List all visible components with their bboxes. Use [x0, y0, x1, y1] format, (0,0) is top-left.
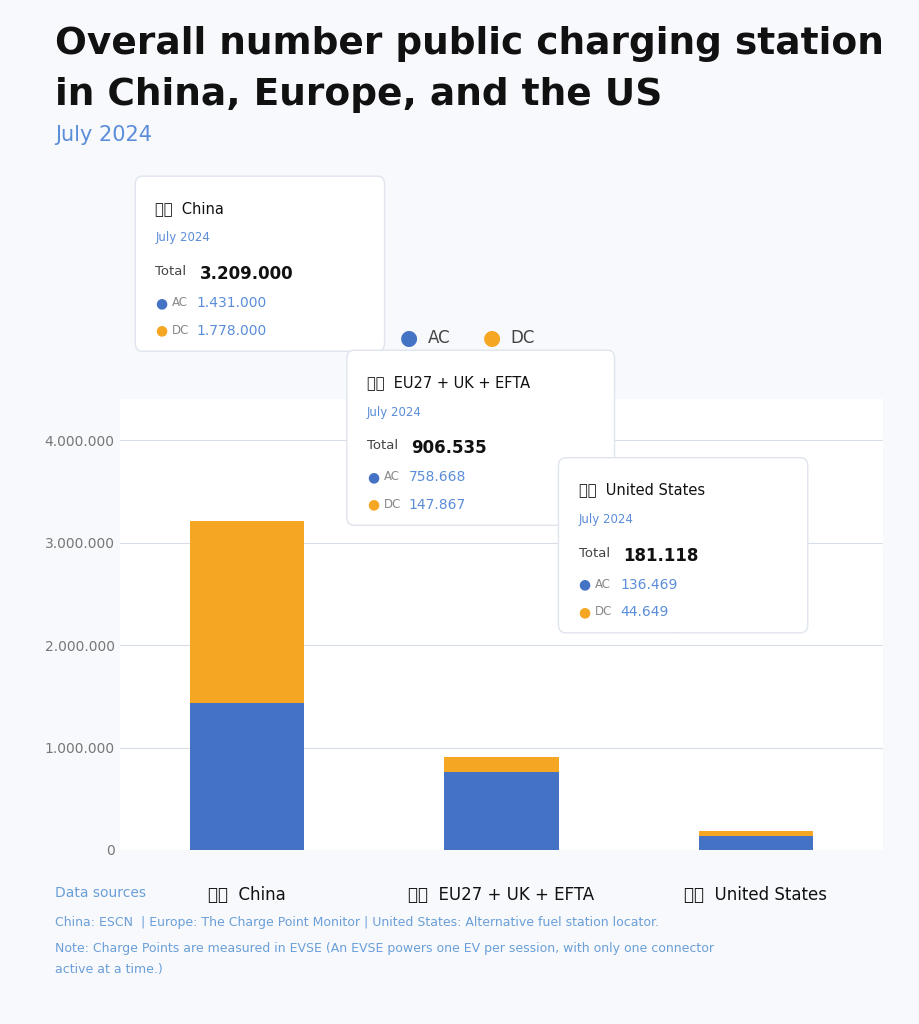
- Text: Data sources: Data sources: [55, 886, 146, 900]
- Text: EV: EV: [609, 602, 650, 630]
- Text: ●: ●: [367, 498, 379, 512]
- Text: DC: DC: [383, 498, 401, 511]
- Bar: [189, 703, 304, 850]
- Text: AC: AC: [595, 578, 610, 591]
- Text: AC: AC: [427, 329, 450, 347]
- Text: 181.118: 181.118: [622, 547, 698, 565]
- Text: active at a time.): active at a time.): [55, 963, 163, 976]
- Text: Overall number public charging station: Overall number public charging station: [55, 26, 883, 61]
- Text: Note: Charge Points are measured in EVSE (An EVSE powers one EV per session, wit: Note: Charge Points are measured in EVSE…: [55, 942, 713, 955]
- Text: DC: DC: [172, 324, 189, 337]
- Text: DC: DC: [595, 605, 612, 618]
- Text: AC: AC: [172, 296, 187, 309]
- Text: 🇪🇺  EU27 + UK + EFTA: 🇪🇺 EU27 + UK + EFTA: [367, 375, 529, 390]
- Text: 🇨🇳  China: 🇨🇳 China: [208, 886, 286, 904]
- Text: DC: DC: [510, 329, 534, 347]
- Bar: [189, 521, 304, 703]
- Text: 758.668: 758.668: [408, 470, 465, 484]
- Text: ●: ●: [155, 296, 167, 310]
- Text: Total: Total: [367, 439, 402, 453]
- Text: 44.649: 44.649: [619, 605, 668, 620]
- Text: 🇨🇳  China: 🇨🇳 China: [155, 201, 224, 216]
- Text: 🇪🇺  EU27 + UK + EFTA: 🇪🇺 EU27 + UK + EFTA: [408, 886, 594, 904]
- Bar: [698, 831, 812, 836]
- Text: 1.431.000: 1.431.000: [197, 296, 267, 310]
- Text: Markets: Markets: [651, 601, 700, 614]
- Text: 🇺🇸  United States: 🇺🇸 United States: [578, 482, 704, 498]
- Text: 🇺🇸  United States: 🇺🇸 United States: [684, 886, 826, 904]
- Text: July 2024: July 2024: [155, 231, 210, 245]
- Text: AC: AC: [383, 470, 399, 483]
- Text: ●: ●: [482, 328, 501, 348]
- Text: China: ESCN  | Europe: The Charge Point Monitor | United States: Alternative fue: China: ESCN | Europe: The Charge Point M…: [55, 916, 659, 930]
- Text: July 2024: July 2024: [55, 125, 152, 145]
- Text: ●: ●: [400, 328, 418, 348]
- Text: 1.778.000: 1.778.000: [197, 324, 267, 338]
- Text: 136.469: 136.469: [619, 578, 676, 592]
- Text: ●: ●: [578, 605, 590, 620]
- Text: Total: Total: [578, 547, 613, 560]
- Bar: [444, 757, 558, 772]
- Text: Reports.com: Reports.com: [651, 618, 750, 633]
- Text: 147.867: 147.867: [408, 498, 465, 512]
- Text: Total: Total: [155, 265, 190, 279]
- Text: 906.535: 906.535: [411, 439, 486, 458]
- Bar: [698, 836, 812, 850]
- Text: ●: ●: [367, 470, 379, 484]
- Text: in China, Europe, and the US: in China, Europe, and the US: [55, 77, 662, 113]
- Bar: [444, 772, 558, 850]
- Text: 3.209.000: 3.209.000: [199, 265, 293, 284]
- Text: July 2024: July 2024: [367, 406, 422, 419]
- Text: July 2024: July 2024: [578, 513, 633, 526]
- Text: ●: ●: [155, 324, 167, 338]
- Text: ●: ●: [578, 578, 590, 592]
